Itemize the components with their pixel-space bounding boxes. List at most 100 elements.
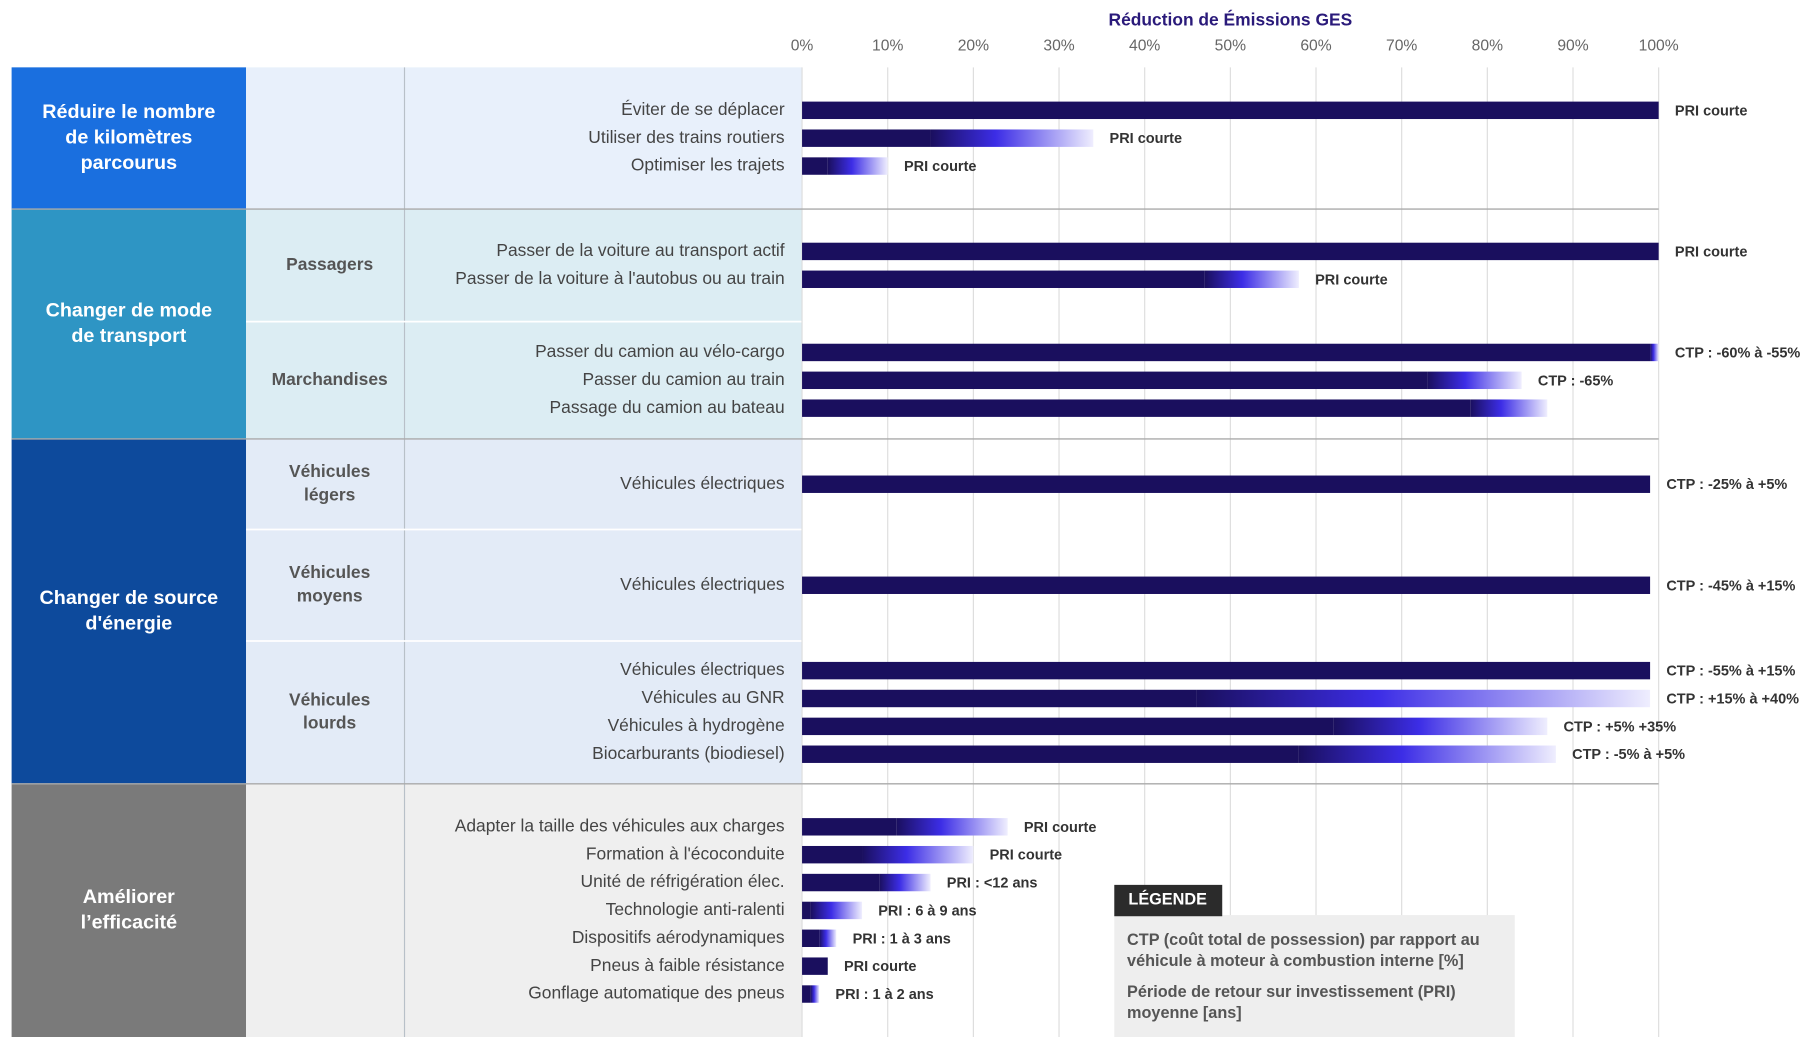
bar-range: [862, 845, 974, 864]
bar-solid: [802, 475, 1651, 493]
value-label: CTP : -5% à +5%: [1572, 747, 1685, 763]
bar-range: [827, 157, 888, 175]
subgroup-label: Véhicules: [289, 689, 370, 709]
bar-solid: [802, 818, 897, 836]
category-label: Pneus à faible résistance: [590, 955, 784, 975]
bar-range: [1333, 717, 1548, 736]
bar-solid: [802, 985, 811, 1003]
subgroup-label: légers: [304, 484, 355, 504]
bar-range: [930, 129, 1094, 147]
subgroup-label: Marchandises: [272, 369, 388, 389]
group-label: Améliorer: [83, 886, 175, 908]
value-label: PRI : 1 à 3 ans: [853, 931, 951, 947]
category-label: Formation à l'écoconduite: [586, 843, 785, 863]
bar-range: [819, 929, 837, 948]
group-label: parcourus: [81, 152, 177, 174]
group-label: de kilomètres: [65, 126, 192, 148]
group-label: Changer de mode: [46, 299, 213, 321]
x-tick-label: 20%: [958, 38, 989, 55]
group-band: [11, 783, 247, 1037]
group-label: de transport: [71, 325, 186, 347]
value-label: CTP : -25% à +5%: [1666, 477, 1787, 493]
subgroup-label: lourds: [303, 713, 356, 733]
value-label: PRI courte: [1315, 272, 1387, 288]
bar-range: [1204, 270, 1299, 288]
value-label: PRI : 6 à 9 ans: [878, 903, 976, 919]
bar-solid: [802, 371, 1428, 390]
bar-solid: [802, 717, 1334, 736]
category-label: Passer de la voiture à l'autobus ou au t…: [455, 268, 784, 288]
bar-solid: [802, 689, 1197, 708]
category-label: Passer du camion au vélo-cargo: [535, 341, 785, 361]
category-label: Passer de la voiture au transport actif: [496, 240, 784, 260]
category-label: Véhicules électriques: [620, 659, 785, 679]
value-label: CTP : -45% à +15%: [1666, 578, 1795, 594]
bar-range: [879, 873, 931, 892]
category-label: Technologie anti-ralenti: [606, 899, 785, 919]
group-label: Réduire le nombre: [42, 101, 215, 123]
category-label: Adapter la taille des véhicules aux char…: [455, 815, 785, 835]
bar-solid: [802, 901, 811, 920]
group-tint: [246, 209, 803, 439]
bar-range: [1470, 399, 1548, 417]
value-label: PRI : 1 à 2 ans: [835, 987, 933, 1003]
bar-solid: [802, 101, 1659, 120]
group-band: [11, 67, 247, 210]
value-label: CTP : +5% +35%: [1564, 719, 1677, 735]
bar-solid: [802, 157, 828, 175]
group-tint: [246, 67, 803, 210]
legend-text: moyenne [ans]: [1127, 1004, 1242, 1022]
bar-solid: [802, 399, 1471, 417]
x-tick-label: 60%: [1300, 38, 1331, 55]
category-label: Unité de réfrigération élec.: [581, 871, 785, 891]
bar-solid: [802, 242, 1659, 261]
legend-text: CTP (coût total de possession) par rappo…: [1127, 931, 1480, 949]
value-label: PRI courte: [990, 848, 1062, 864]
group-tint: [246, 438, 803, 784]
value-label: CTP : -60% à -55%: [1675, 345, 1801, 361]
bar-solid: [802, 845, 863, 864]
value-label: PRI courte: [1110, 131, 1182, 147]
bar-range: [810, 901, 863, 920]
bar-range: [1650, 343, 1659, 362]
value-label: CTP : +15% à +40%: [1666, 691, 1799, 707]
category-label: Éviter de se déplacer: [621, 99, 785, 119]
subgroup-label: Véhicules: [289, 461, 370, 481]
bar-solid: [802, 661, 1651, 680]
category-label: Biocarburants (biodiesel): [592, 743, 784, 763]
group-label: Changer de source: [40, 587, 219, 609]
value-label: PRI courte: [904, 159, 976, 175]
value-label: CTP : -55% à +15%: [1666, 664, 1795, 680]
legend-box: [1114, 915, 1515, 1037]
group-tint: [246, 783, 803, 1037]
group-label: l’efficacité: [81, 911, 177, 933]
chart-title: Réduction de Émissions GES: [1109, 9, 1353, 29]
bar-solid: [802, 745, 1299, 763]
category-label: Dispositifs aérodynamiques: [572, 927, 785, 947]
value-label: PRI courte: [1675, 244, 1747, 260]
value-label: PRI : <12 ans: [947, 876, 1038, 892]
bar-solid: [802, 576, 1651, 594]
bar-range: [896, 818, 1008, 836]
x-tick-label: 50%: [1215, 38, 1246, 55]
category-label: Véhicules à hydrogène: [608, 715, 785, 735]
value-label: PRI courte: [844, 959, 916, 975]
subgroup-label: Véhicules: [289, 562, 370, 582]
subgroup-label: Passagers: [286, 254, 373, 274]
bar-solid: [802, 957, 828, 975]
x-tick-label: 30%: [1043, 38, 1074, 55]
value-label: PRI courte: [1675, 103, 1747, 119]
legend-text: Période de retour sur investissement (PR…: [1127, 983, 1456, 1001]
category-label: Passage du camion au bateau: [550, 397, 785, 417]
legend-header: [1114, 884, 1223, 917]
legend-title: LÉGENDE: [1128, 889, 1207, 908]
bar-solid: [802, 873, 880, 892]
bar-range: [1427, 371, 1522, 390]
bar-range: [810, 985, 820, 1003]
x-tick-label: 0%: [791, 38, 814, 55]
legend-text: véhicule à moteur à combustion interne […: [1127, 952, 1464, 970]
bar-range: [1196, 689, 1651, 708]
bar-solid: [802, 270, 1205, 288]
category-label: Utiliser des trains routiers: [588, 127, 785, 147]
